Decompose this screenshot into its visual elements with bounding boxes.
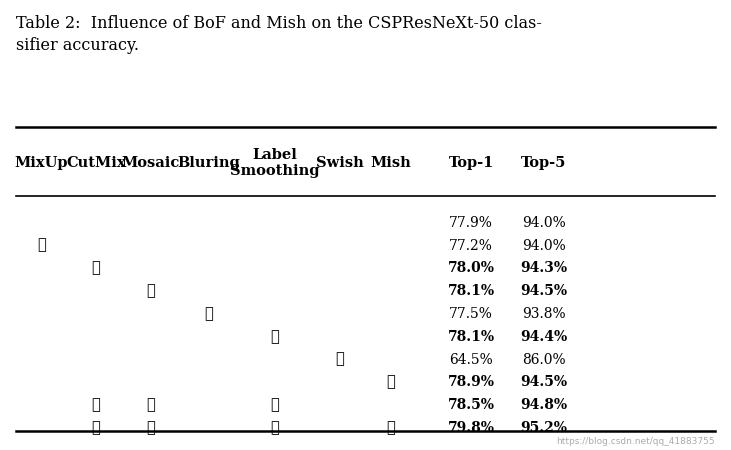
Text: Bluring: Bluring xyxy=(178,156,240,170)
Text: CutMix: CutMix xyxy=(67,156,126,170)
Text: ✓: ✓ xyxy=(91,421,100,435)
Text: 64.5%: 64.5% xyxy=(450,353,493,367)
Text: ✓: ✓ xyxy=(91,261,100,275)
Text: ✓: ✓ xyxy=(270,398,279,412)
Text: 94.0%: 94.0% xyxy=(522,216,566,230)
Text: ✓: ✓ xyxy=(387,375,395,389)
Text: 78.9%: 78.9% xyxy=(447,375,495,389)
Text: 77.2%: 77.2% xyxy=(449,238,493,252)
Text: 94.3%: 94.3% xyxy=(520,261,567,275)
Text: 94.5%: 94.5% xyxy=(520,375,567,389)
Text: ✓: ✓ xyxy=(91,398,100,412)
Text: 94.0%: 94.0% xyxy=(522,238,566,252)
Text: ✓: ✓ xyxy=(270,421,279,435)
Text: ✓: ✓ xyxy=(387,421,395,435)
Text: Top-1: Top-1 xyxy=(448,156,493,170)
Text: 94.4%: 94.4% xyxy=(520,330,567,344)
Text: 79.8%: 79.8% xyxy=(447,421,495,435)
Text: 95.2%: 95.2% xyxy=(520,421,567,435)
Text: ✓: ✓ xyxy=(336,353,344,367)
Text: 94.8%: 94.8% xyxy=(520,398,567,412)
Text: 77.9%: 77.9% xyxy=(449,216,493,230)
Text: Label
Smoothing: Label Smoothing xyxy=(230,148,319,178)
Text: 77.5%: 77.5% xyxy=(449,307,493,321)
Text: MixUp: MixUp xyxy=(15,156,68,170)
Text: Top-5: Top-5 xyxy=(521,156,567,170)
Text: 86.0%: 86.0% xyxy=(522,353,566,367)
Text: ✓: ✓ xyxy=(205,307,213,321)
Text: 78.5%: 78.5% xyxy=(447,398,495,412)
Text: 78.1%: 78.1% xyxy=(447,284,495,298)
Text: Mish: Mish xyxy=(371,156,412,170)
Text: 78.0%: 78.0% xyxy=(447,261,495,275)
Text: ✓: ✓ xyxy=(146,421,155,435)
Text: Table 2:  Influence of BoF and Mish on the CSPResNeXt-50 clas-
sifier accuracy.: Table 2: Influence of BoF and Mish on th… xyxy=(16,15,542,54)
Text: Mosaic: Mosaic xyxy=(121,156,180,170)
Text: https://blog.csdn.net/qq_41883755: https://blog.csdn.net/qq_41883755 xyxy=(556,437,715,446)
Text: ✓: ✓ xyxy=(270,330,279,344)
Text: ✓: ✓ xyxy=(146,398,155,412)
Text: 94.5%: 94.5% xyxy=(520,284,567,298)
Text: 78.1%: 78.1% xyxy=(447,330,495,344)
Text: Swish: Swish xyxy=(316,156,364,170)
Text: ✓: ✓ xyxy=(37,238,46,252)
Text: ✓: ✓ xyxy=(146,284,155,298)
Text: 93.8%: 93.8% xyxy=(522,307,566,321)
